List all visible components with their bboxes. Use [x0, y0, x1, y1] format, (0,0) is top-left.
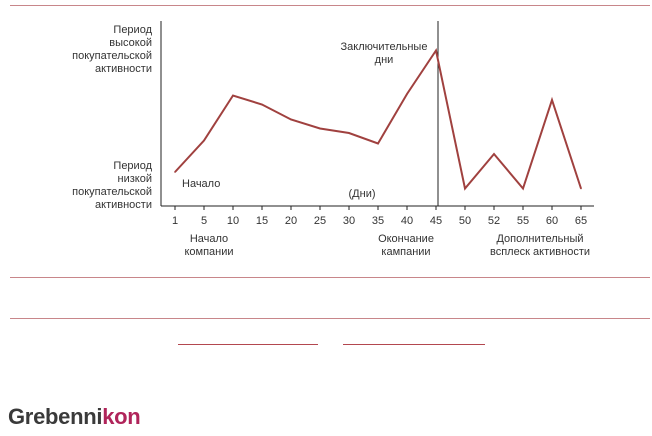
data-point	[464, 187, 466, 190]
x-tick-label: 60	[546, 215, 558, 227]
data-point	[203, 139, 205, 142]
x-tick-label: 1	[172, 215, 178, 227]
data-point	[174, 171, 176, 173]
note-start-campaign-2: компании	[184, 246, 233, 258]
y-label-low-3: покупательской	[72, 186, 152, 198]
y-label-high-3: покупательской	[72, 50, 152, 62]
line-chart: 1 5 10 15 20 25 30 35 40 45 50 52 55 60 65 Период высо…	[72, 21, 594, 258]
middle-rule	[10, 277, 650, 278]
blank-line-1	[178, 344, 318, 345]
annotation-peak-1: Заключительные	[341, 41, 428, 53]
x-tick-label: 5	[201, 215, 207, 227]
annotation-peak-2: дни	[375, 54, 394, 66]
y-label-high-4: активности	[95, 63, 152, 75]
data-point	[493, 153, 495, 155]
note-end-campaign-2: кампании	[381, 246, 430, 258]
x-tick-label: 52	[488, 215, 500, 227]
note-end-campaign-1: Окончание	[378, 233, 434, 245]
data-point	[522, 187, 524, 190]
y-label-low-4: активности	[95, 199, 152, 211]
data-point	[551, 99, 553, 101]
logo-text: Grebenni	[8, 404, 103, 429]
note-extra-burst-2: всплеск активности	[490, 246, 590, 258]
top-rule	[10, 5, 650, 6]
x-tick-label: 55	[517, 215, 529, 227]
x-tick-label: 35	[372, 215, 384, 227]
grebennikon-logo: Grebennikon	[8, 404, 141, 430]
x-tick-label: 30	[343, 215, 355, 227]
annotation-start: Начало	[182, 178, 220, 190]
x-tick-label: 20	[285, 215, 297, 227]
data-point	[261, 103, 263, 106]
lower-rule	[10, 318, 650, 319]
data-point	[319, 127, 321, 130]
x-tick-label: 25	[314, 215, 326, 227]
data-point	[435, 49, 437, 52]
series-line	[174, 47, 582, 191]
data-point	[580, 187, 582, 190]
y-label-high-1: Период	[113, 24, 152, 36]
note-start-campaign-1: Начало	[190, 233, 228, 245]
y-label-low-2: низкой	[118, 173, 152, 185]
x-axis-label: (Дни)	[349, 188, 376, 200]
x-tick-label: 10	[227, 215, 239, 227]
data-point	[290, 118, 292, 121]
data-point	[232, 94, 234, 97]
x-tick-label: 45	[430, 215, 442, 227]
x-tick-label: 50	[459, 215, 471, 227]
x-tick-label: 40	[401, 215, 413, 227]
data-point	[406, 93, 408, 95]
logo-text-accent: kon	[102, 404, 141, 429]
blank-line-2	[343, 344, 485, 345]
x-tick-label: 65	[575, 215, 587, 227]
note-extra-burst-1: Дополнительный	[496, 233, 583, 245]
data-point	[348, 132, 350, 134]
y-label-high-2: высокой	[109, 37, 152, 49]
x-tick-label: 15	[256, 215, 268, 227]
data-point	[377, 142, 379, 145]
y-label-low-1: Период	[113, 160, 152, 172]
